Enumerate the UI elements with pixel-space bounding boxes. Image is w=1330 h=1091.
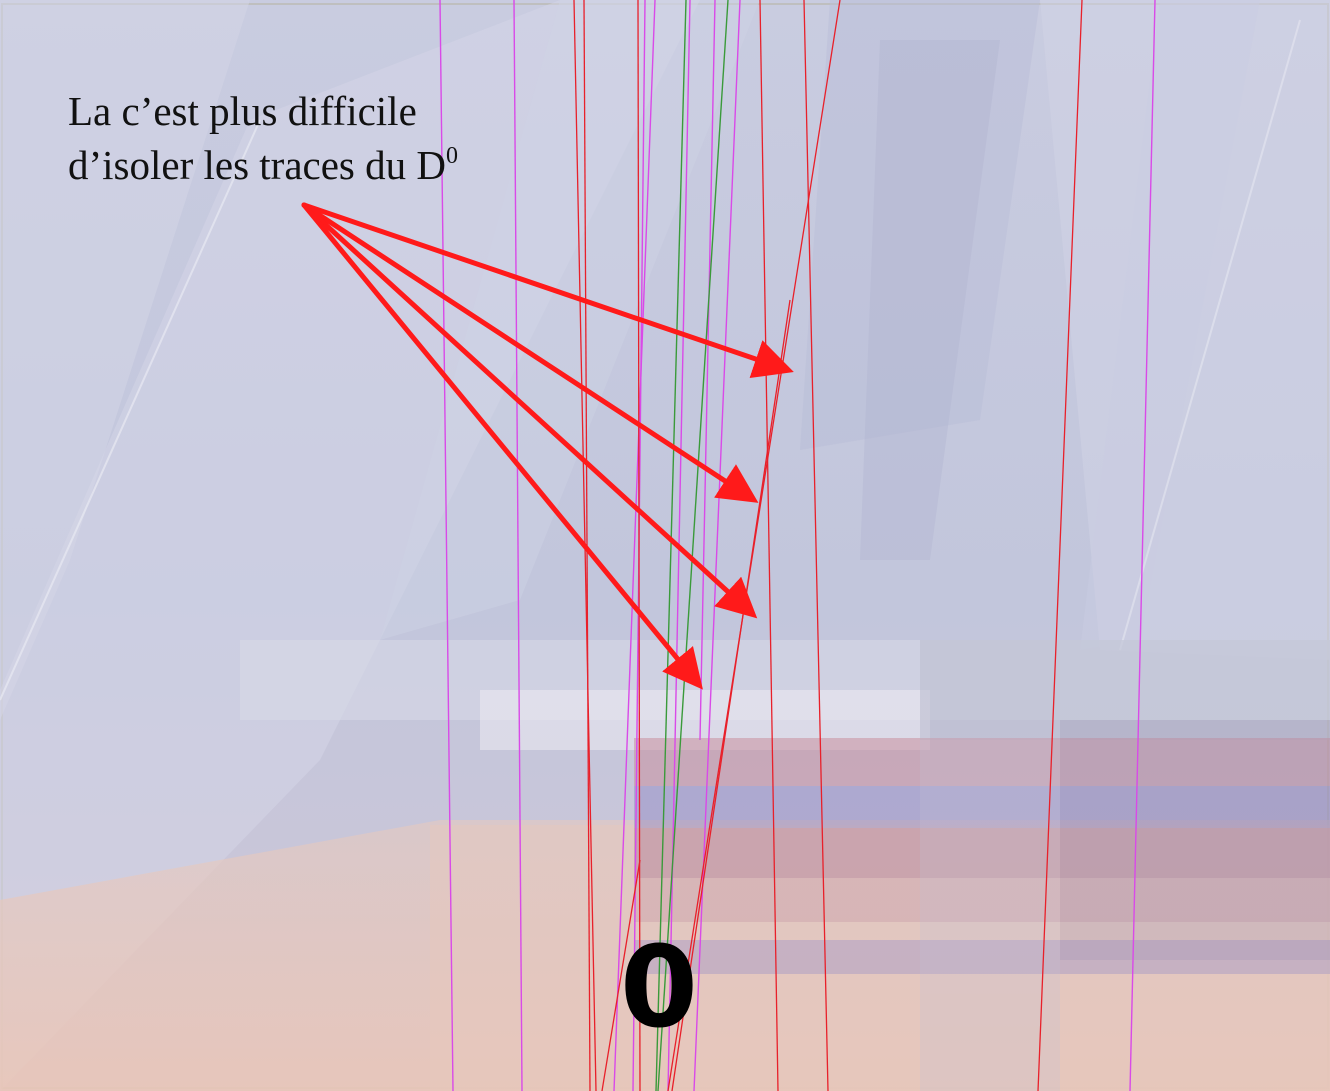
track <box>699 0 716 741</box>
arrow-icon <box>301 202 759 503</box>
track <box>803 0 829 1091</box>
track <box>693 0 741 1091</box>
arrow-icon <box>301 202 758 619</box>
annotation-line1: La c’est plus difficile <box>68 88 417 134</box>
arrows <box>301 202 794 690</box>
vertex-label: 0 <box>620 923 698 1053</box>
track <box>439 0 454 1091</box>
track <box>1037 0 1083 1091</box>
magenta-tracks <box>439 0 1156 1091</box>
track <box>601 859 641 1091</box>
track <box>655 0 687 1091</box>
annotation-line2: d’isoler les traces du D <box>68 142 446 188</box>
track <box>637 0 641 1091</box>
arrow-icon <box>301 202 794 379</box>
track <box>1129 0 1156 1091</box>
green-tracks <box>655 0 729 1091</box>
track <box>513 0 523 1091</box>
track <box>657 0 729 1091</box>
annotation-text: La c’est plus difficile d’isoler les trac… <box>68 84 458 192</box>
arrow-icon <box>301 202 703 690</box>
track <box>759 0 779 1091</box>
track <box>613 0 656 1091</box>
track <box>671 299 791 1091</box>
annotation-superscript: 0 <box>446 143 458 169</box>
